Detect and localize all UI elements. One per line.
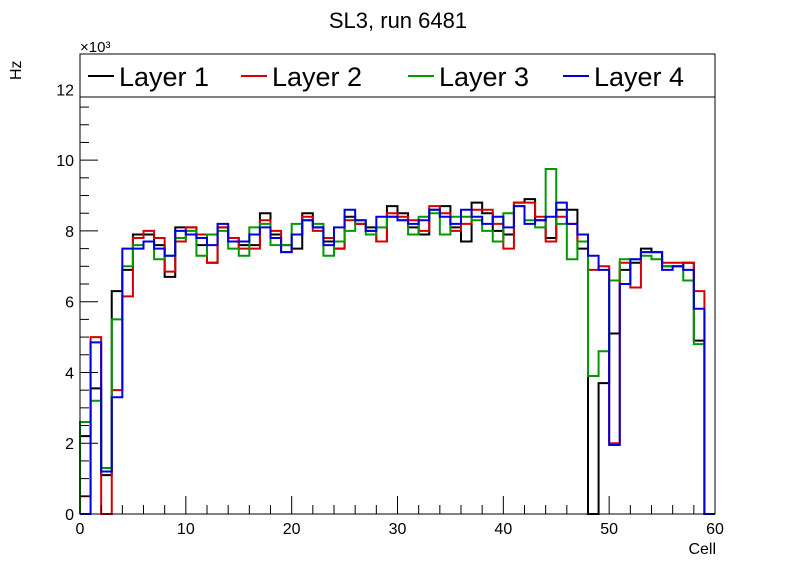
x-axis-label: Cell <box>688 541 716 558</box>
legend-label-layer-4: Layer 4 <box>594 62 684 92</box>
chart-title: SL3, run 6481 <box>329 8 467 33</box>
y-tick-label: 8 <box>65 224 74 241</box>
x-tick-label: 0 <box>76 521 85 538</box>
y-tick-label: 10 <box>56 153 74 170</box>
x-tick-label: 20 <box>283 521 301 538</box>
legend-label-layer-3: Layer 3 <box>439 62 529 92</box>
x-tick-label: 40 <box>494 521 512 538</box>
x-tick-label: 60 <box>706 521 724 538</box>
y-tick-label: 0 <box>65 507 74 524</box>
legend-box <box>79 53 716 98</box>
x-tick-label: 10 <box>177 521 195 538</box>
y-multiplier-label: ×10³ <box>80 39 110 56</box>
y-axis-label: Hz <box>8 60 25 80</box>
axes: 0 10 20 30 40 50 60 0 2 4 6 8 10 12 <box>56 53 724 538</box>
x-tick-label: 30 <box>389 521 407 538</box>
series-layer-4-line <box>80 201 715 515</box>
series-layer <box>79 168 715 515</box>
y-tick-label: 4 <box>65 365 74 382</box>
y-tick-label: 2 <box>65 436 74 453</box>
y-tick-label: 6 <box>65 295 74 312</box>
x-tick-label: 50 <box>600 521 618 538</box>
legend-label-layer-1: Layer 1 <box>119 62 209 92</box>
legend: Layer 1 Layer 2 Layer 3 Layer 4 <box>79 53 716 98</box>
legend-label-layer-2: Layer 2 <box>272 62 362 92</box>
y-tick-label: 12 <box>56 82 74 99</box>
